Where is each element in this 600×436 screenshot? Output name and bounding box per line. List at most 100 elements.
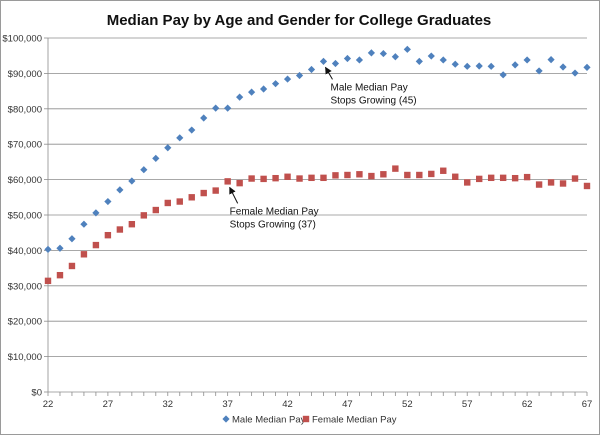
male-point <box>475 62 483 70</box>
x-tick-label: 32 <box>162 399 173 410</box>
male-point <box>415 57 423 65</box>
female-point <box>272 174 279 182</box>
male-point <box>116 186 124 194</box>
legend-label: Female Median Pay <box>312 415 397 426</box>
y-tick-label: $80,000 <box>8 104 42 115</box>
y-tick-label: $50,000 <box>8 211 42 222</box>
axes <box>44 37 588 396</box>
male-point <box>271 80 280 88</box>
legend: Male Median Pay Female Median Pay <box>222 415 397 426</box>
female-point <box>344 171 351 179</box>
female-point <box>428 170 435 178</box>
male-point <box>583 63 591 71</box>
y-tick-label: $20,000 <box>8 317 42 328</box>
male-point <box>176 134 184 142</box>
male-point <box>571 69 579 77</box>
female-point <box>499 174 507 182</box>
y-tick-label: $10,000 <box>8 352 42 363</box>
female-point <box>260 175 267 183</box>
male-point <box>547 55 555 64</box>
male-point <box>236 93 244 101</box>
male-point <box>391 53 399 61</box>
female-point <box>296 175 303 182</box>
x-tick-label: 37 <box>222 399 233 410</box>
male-point <box>523 56 531 64</box>
y-tick-label: $100,000 <box>2 34 42 45</box>
legend-male-marker <box>222 415 230 423</box>
x-tick-label: 42 <box>282 399 293 410</box>
female-point <box>212 187 219 194</box>
male-point <box>128 177 136 185</box>
male-point <box>343 54 352 63</box>
male-point <box>499 71 507 79</box>
male-point <box>224 104 232 112</box>
female-point <box>80 251 88 258</box>
male-point <box>295 71 304 80</box>
male-point <box>403 45 411 53</box>
chart-title: Median Pay by Age and Gender for College… <box>107 12 492 29</box>
x-tick-label: 22 <box>43 399 54 410</box>
y-tick-label: $70,000 <box>8 140 42 151</box>
female-point <box>452 173 459 180</box>
male-point <box>68 235 76 243</box>
female-point <box>68 262 76 270</box>
male-point <box>152 154 160 162</box>
female-point <box>416 171 423 179</box>
female-point <box>535 181 543 188</box>
female-point <box>487 174 495 182</box>
female-point <box>571 175 579 182</box>
annotations: Male Median Pay Stops Growing (45) Female … <box>229 66 417 230</box>
female-point <box>404 171 411 179</box>
male-point <box>44 245 52 253</box>
male-point <box>140 166 148 174</box>
male-point <box>559 63 567 71</box>
female-point <box>92 241 100 249</box>
y-tick-labels: $0 $10,000 $20,000 $30,000 $40,000 $50,000 $60… <box>2 34 42 399</box>
x-tick-label: 67 <box>582 399 593 410</box>
male-point <box>283 75 292 83</box>
male-point <box>92 209 100 217</box>
annotation-text: Stops Growing (37) <box>230 219 316 230</box>
female-point <box>368 172 375 180</box>
male-point <box>427 52 435 60</box>
female-point <box>128 221 136 228</box>
male-point <box>164 144 172 152</box>
male-point <box>355 56 364 64</box>
x-tick-label: 27 <box>103 399 114 410</box>
female-point <box>583 182 591 190</box>
male-point <box>212 104 220 112</box>
female-point <box>523 173 531 181</box>
x-tick-label: 57 <box>462 399 473 410</box>
gridlines <box>48 37 587 358</box>
female-point <box>56 271 64 279</box>
female-point <box>332 172 339 179</box>
female-point <box>248 175 255 182</box>
x-tick-label: 62 <box>522 399 533 410</box>
female-point <box>236 179 243 187</box>
male-series <box>44 45 591 253</box>
female-point <box>476 175 483 183</box>
female-point <box>116 226 124 233</box>
female-point <box>200 189 207 197</box>
x-tick-labels: 22 27 32 37 42 47 52 57 62 67 <box>43 399 593 410</box>
female-point <box>152 206 159 214</box>
female-point <box>464 179 471 186</box>
male-point <box>511 61 519 69</box>
annotation-text: Male Median Pay <box>330 82 407 93</box>
male-point <box>331 59 340 68</box>
male-point <box>80 220 88 228</box>
male-point <box>451 60 459 68</box>
male-point <box>463 62 471 70</box>
male-point <box>439 56 447 64</box>
annotation-text: Female Median Pay <box>230 206 319 217</box>
female-point <box>380 171 387 178</box>
legend-female-marker <box>302 415 310 423</box>
male-point <box>200 114 208 122</box>
male-point <box>487 62 495 70</box>
male-point <box>379 49 387 58</box>
male-point <box>319 57 328 65</box>
female-point <box>511 174 519 182</box>
x-tick-label: 52 <box>402 399 413 410</box>
male-point <box>248 88 256 96</box>
